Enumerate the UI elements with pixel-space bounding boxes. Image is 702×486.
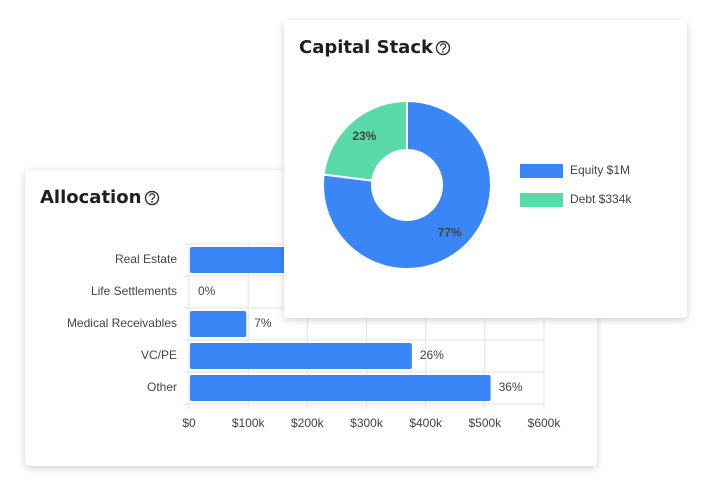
bar [190, 311, 247, 337]
capital-stack-card: Capital Stack 77% 23% Equity $1M Debt $334k [284, 20, 687, 318]
x-tick-label: $300k [350, 416, 384, 430]
pie-slice [322, 99, 492, 270]
y-tick-label: Life Settlements [91, 284, 177, 298]
data-label: 36% [499, 380, 523, 394]
legend-swatch [520, 164, 563, 178]
x-tick-label: $400k [409, 416, 443, 430]
card-title: Allocation [40, 187, 141, 208]
y-tick-label: Medical Receivables [67, 316, 177, 330]
x-tick-label: $500k [468, 416, 502, 430]
bar [190, 343, 412, 369]
y-tick-label: VC/PE [141, 348, 177, 362]
y-tick-label: Real Estate [115, 252, 177, 266]
data-label: 23% [352, 129, 376, 143]
y-tick-label: Other [147, 380, 177, 394]
x-tick-label: $100k [232, 416, 266, 430]
help-icon [435, 40, 451, 56]
legend-label: Debt $334k [570, 192, 632, 206]
data-label: 0% [198, 284, 216, 298]
help-icon [144, 190, 160, 206]
x-tick-label: $600k [528, 416, 562, 430]
card-title: Capital Stack [299, 37, 434, 58]
x-tick-label: $0 [182, 416, 196, 430]
legend-swatch [520, 193, 563, 207]
data-label: 26% [420, 348, 444, 362]
bar [190, 375, 491, 401]
x-tick-label: $200k [291, 416, 325, 430]
legend-label: Equity $1M [570, 163, 630, 177]
data-label: 77% [438, 226, 462, 240]
pie-slice [322, 99, 408, 182]
data-label: 7% [254, 316, 272, 330]
